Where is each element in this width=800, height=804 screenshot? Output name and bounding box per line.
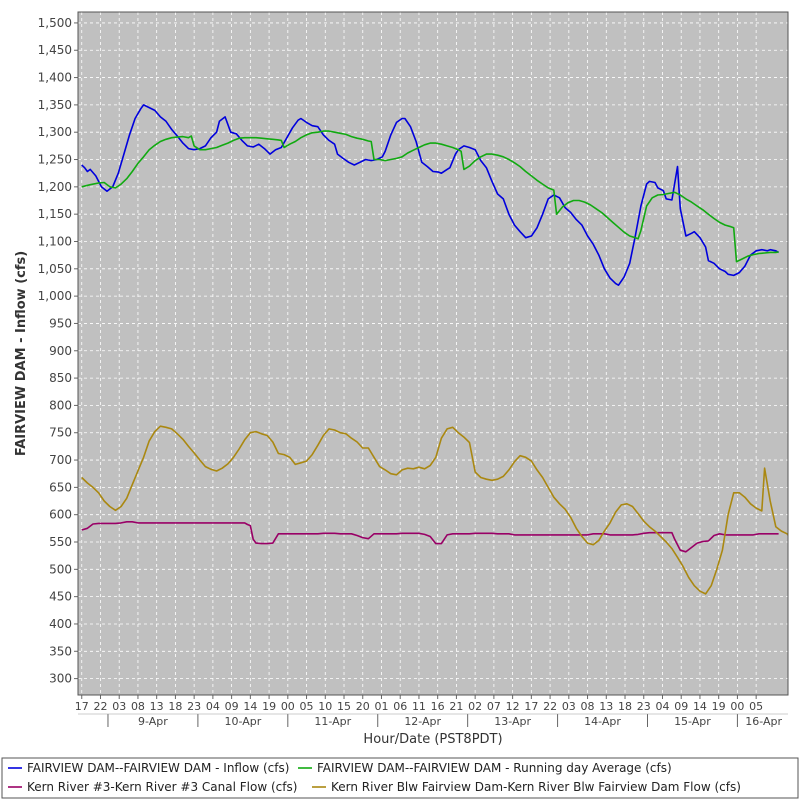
x-hour-label: 00 — [281, 700, 295, 713]
x-hour-label: 11 — [412, 700, 426, 713]
x-hour-label: 09 — [225, 700, 239, 713]
y-tick-label: 600 — [49, 508, 72, 522]
y-tick-label: 750 — [49, 426, 72, 440]
y-tick-label: 300 — [49, 672, 72, 686]
x-hour-label: 05 — [300, 700, 314, 713]
x-hour-label: 00 — [730, 700, 744, 713]
plot-border — [77, 11, 789, 696]
legend-label-running-average: FAIRVIEW DAM--FAIRVIEW DAM - Running day… — [317, 761, 672, 775]
x-hour-label: 22 — [543, 700, 557, 713]
series-line-river-flow — [81, 425, 788, 595]
y-tick-label: 450 — [49, 590, 72, 604]
legend-label-canal-flow: Kern River #3-Kern River #3 Canal Flow (… — [27, 780, 297, 794]
y-axis-title: FAIRVIEW DAM - Inflow (cfs) — [14, 251, 29, 456]
legend-label-river-flow: Kern River Blw Fairview Dam-Kern River B… — [331, 780, 741, 794]
x-hour-label: 21 — [449, 700, 463, 713]
x-hour-label: 04 — [655, 700, 669, 713]
x-date-label: 15-Apr — [674, 715, 711, 728]
x-date-label: 11-Apr — [314, 715, 351, 728]
x-hour-label: 02 — [468, 700, 482, 713]
series-line-inflow — [81, 104, 779, 287]
y-tick-label: 1,050 — [38, 262, 72, 276]
x-date-label: 14-Apr — [584, 715, 621, 728]
x-hour-label: 22 — [93, 700, 107, 713]
y-tick-label: 1,000 — [38, 289, 72, 303]
x-hour-label: 23 — [187, 700, 201, 713]
x-hour-label: 13 — [150, 700, 164, 713]
x-date-label: 16-Apr — [745, 715, 782, 728]
x-date-label: 12-Apr — [404, 715, 441, 728]
y-tick-label: 1,100 — [38, 234, 72, 248]
x-hour-label: 06 — [393, 700, 407, 713]
y-tick-label: 1,150 — [38, 207, 72, 221]
y-tick-label: 400 — [49, 617, 72, 631]
x-hour-label: 18 — [618, 700, 632, 713]
series-line-canal-flow — [81, 520, 779, 553]
x-hour-label: 10 — [318, 700, 332, 713]
x-hour-label: 01 — [374, 700, 388, 713]
x-hour-label: 04 — [206, 700, 220, 713]
y-tick-label: 650 — [49, 480, 72, 494]
x-hour-label: 14 — [693, 700, 707, 713]
x-hour-label: 17 — [524, 700, 538, 713]
x-hour-label: 18 — [168, 700, 182, 713]
legend-label-inflow: FAIRVIEW DAM--FAIRVIEW DAM - Inflow (cfs… — [27, 761, 289, 775]
x-hour-label: 15 — [337, 700, 351, 713]
x-hour-label: 12 — [506, 700, 520, 713]
y-tick-label: 700 — [49, 453, 72, 467]
y-tick-label: 950 — [49, 316, 72, 330]
x-hour-label: 03 — [112, 700, 126, 713]
y-tick-label: 1,200 — [38, 180, 72, 194]
x-hour-label: 20 — [356, 700, 370, 713]
y-tick-label: 900 — [49, 344, 72, 358]
x-hour-label: 03 — [562, 700, 576, 713]
y-tick-label: 1,300 — [38, 125, 72, 139]
x-axis-title: Hour/Date (PST8PDT) — [363, 732, 502, 747]
x-hour-label: 08 — [131, 700, 145, 713]
x-date-label: 13-Apr — [494, 715, 531, 728]
x-hour-label: 23 — [637, 700, 651, 713]
y-tick-label: 350 — [49, 644, 72, 658]
x-hour-label: 16 — [431, 700, 445, 713]
y-tick-label: 1,350 — [38, 98, 72, 112]
x-hour-label: 05 — [749, 700, 763, 713]
x-hour-label: 13 — [599, 700, 613, 713]
x-hour-label: 07 — [487, 700, 501, 713]
x-date-label: 9-Apr — [138, 715, 168, 728]
x-hour-label: 08 — [581, 700, 595, 713]
x-hour-label: 14 — [243, 700, 257, 713]
plot-area — [77, 11, 789, 696]
y-tick-label: 800 — [49, 398, 72, 412]
x-hour-label: 09 — [674, 700, 688, 713]
x-hour-label: 19 — [262, 700, 276, 713]
y-tick-label: 1,500 — [38, 16, 72, 30]
x-hour-label: 19 — [712, 700, 726, 713]
y-tick-label: 1,400 — [38, 71, 72, 85]
x-hour-label: 17 — [75, 700, 89, 713]
y-tick-label: 500 — [49, 562, 72, 576]
x-date-label: 10-Apr — [224, 715, 261, 728]
legend-box — [1, 757, 799, 799]
y-tick-label: 850 — [49, 371, 72, 385]
y-tick-label: 550 — [49, 535, 72, 549]
y-tick-label: 1,250 — [38, 153, 72, 167]
y-tick-label: 1,450 — [38, 43, 72, 57]
series-line-running-average — [81, 130, 779, 263]
